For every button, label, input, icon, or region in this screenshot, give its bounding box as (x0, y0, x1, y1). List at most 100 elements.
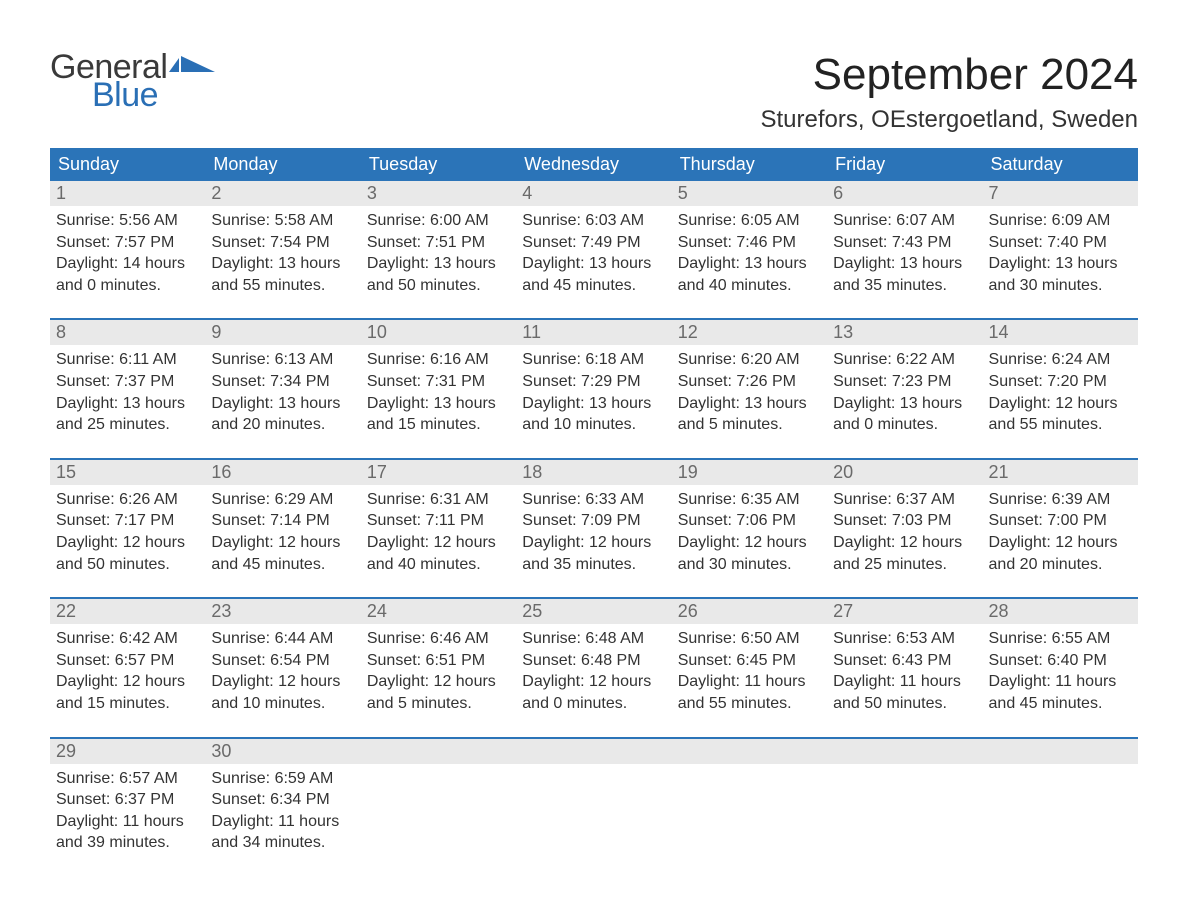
sunset-line: Sunset: 6:54 PM (211, 650, 354, 672)
sunrise-line: Sunrise: 6:00 AM (367, 210, 510, 232)
header: General Blue September 2024 Sturefors, O… (50, 50, 1138, 134)
day-body: Sunrise: 6:39 AMSunset: 7:00 PMDaylight:… (983, 485, 1138, 583)
sunset-line: Sunset: 7:26 PM (678, 371, 821, 393)
daylight-line-1: Daylight: 13 hours (211, 253, 354, 275)
day-number: 15 (50, 460, 205, 485)
sunrise-line: Sunrise: 5:56 AM (56, 210, 199, 232)
day-body (361, 764, 516, 844)
calendar-day: 8Sunrise: 6:11 AMSunset: 7:37 PMDaylight… (50, 320, 205, 443)
day-number: 25 (516, 599, 671, 624)
daylight-line-2: and 50 minutes. (367, 275, 510, 297)
day-number: 10 (361, 320, 516, 345)
daylight-line-2: and 25 minutes. (56, 414, 199, 436)
day-number: 5 (672, 181, 827, 206)
daylight-line-1: Daylight: 12 hours (989, 532, 1132, 554)
daylight-line-1: Daylight: 12 hours (989, 393, 1132, 415)
sunset-line: Sunset: 7:34 PM (211, 371, 354, 393)
day-body: Sunrise: 6:03 AMSunset: 7:49 PMDaylight:… (516, 206, 671, 304)
day-body: Sunrise: 6:18 AMSunset: 7:29 PMDaylight:… (516, 345, 671, 443)
day-body: Sunrise: 6:50 AMSunset: 6:45 PMDaylight:… (672, 624, 827, 722)
flag-icon (169, 54, 215, 78)
sunrise-line: Sunrise: 6:44 AM (211, 628, 354, 650)
day-body (983, 764, 1138, 844)
day-number: 17 (361, 460, 516, 485)
calendar-day: 22Sunrise: 6:42 AMSunset: 6:57 PMDayligh… (50, 599, 205, 722)
day-body: Sunrise: 6:05 AMSunset: 7:46 PMDaylight:… (672, 206, 827, 304)
sunrise-line: Sunrise: 6:29 AM (211, 489, 354, 511)
calendar-day: 21Sunrise: 6:39 AMSunset: 7:00 PMDayligh… (983, 460, 1138, 583)
calendar-week: 8Sunrise: 6:11 AMSunset: 7:37 PMDaylight… (50, 318, 1138, 443)
brand-word-2: Blue (92, 78, 215, 112)
sunset-line: Sunset: 6:40 PM (989, 650, 1132, 672)
sunrise-line: Sunrise: 5:58 AM (211, 210, 354, 232)
sunset-line: Sunset: 7:49 PM (522, 232, 665, 254)
sunrise-line: Sunrise: 6:09 AM (989, 210, 1132, 232)
calendar-day: 26Sunrise: 6:50 AMSunset: 6:45 PMDayligh… (672, 599, 827, 722)
day-body: Sunrise: 6:07 AMSunset: 7:43 PMDaylight:… (827, 206, 982, 304)
day-number: 7 (983, 181, 1138, 206)
daylight-line-1: Daylight: 13 hours (989, 253, 1132, 275)
sunrise-line: Sunrise: 6:31 AM (367, 489, 510, 511)
daylight-line-2: and 55 minutes. (678, 693, 821, 715)
daylight-line-1: Daylight: 13 hours (56, 393, 199, 415)
day-number: 23 (205, 599, 360, 624)
sunset-line: Sunset: 7:37 PM (56, 371, 199, 393)
sunrise-line: Sunrise: 6:50 AM (678, 628, 821, 650)
calendar-day: 4Sunrise: 6:03 AMSunset: 7:49 PMDaylight… (516, 181, 671, 304)
daylight-line-2: and 25 minutes. (833, 554, 976, 576)
daylight-line-2: and 45 minutes. (522, 275, 665, 297)
calendar-day: 3Sunrise: 6:00 AMSunset: 7:51 PMDaylight… (361, 181, 516, 304)
day-body: Sunrise: 6:22 AMSunset: 7:23 PMDaylight:… (827, 345, 982, 443)
sunset-line: Sunset: 7:29 PM (522, 371, 665, 393)
day-body: Sunrise: 6:35 AMSunset: 7:06 PMDaylight:… (672, 485, 827, 583)
day-body: Sunrise: 6:31 AMSunset: 7:11 PMDaylight:… (361, 485, 516, 583)
sunrise-line: Sunrise: 6:57 AM (56, 768, 199, 790)
sunrise-line: Sunrise: 6:48 AM (522, 628, 665, 650)
daylight-line-2: and 50 minutes. (56, 554, 199, 576)
day-body: Sunrise: 6:59 AMSunset: 6:34 PMDaylight:… (205, 764, 360, 862)
sunrise-line: Sunrise: 6:11 AM (56, 349, 199, 371)
calendar-week: 22Sunrise: 6:42 AMSunset: 6:57 PMDayligh… (50, 597, 1138, 722)
day-body: Sunrise: 6:57 AMSunset: 6:37 PMDaylight:… (50, 764, 205, 862)
day-body: Sunrise: 6:46 AMSunset: 6:51 PMDaylight:… (361, 624, 516, 722)
sunset-line: Sunset: 6:57 PM (56, 650, 199, 672)
daylight-line-2: and 45 minutes. (989, 693, 1132, 715)
calendar-day: 29Sunrise: 6:57 AMSunset: 6:37 PMDayligh… (50, 739, 205, 862)
sunset-line: Sunset: 7:09 PM (522, 510, 665, 532)
day-body: Sunrise: 6:26 AMSunset: 7:17 PMDaylight:… (50, 485, 205, 583)
daylight-line-1: Daylight: 13 hours (367, 393, 510, 415)
daylight-line-1: Daylight: 12 hours (522, 671, 665, 693)
day-number: 16 (205, 460, 360, 485)
day-number (827, 739, 982, 764)
sunset-line: Sunset: 7:46 PM (678, 232, 821, 254)
sunrise-line: Sunrise: 6:39 AM (989, 489, 1132, 511)
sunset-line: Sunset: 6:45 PM (678, 650, 821, 672)
dow-cell: Saturday (983, 148, 1138, 181)
title-block: September 2024 Sturefors, OEstergoetland… (760, 50, 1138, 134)
daylight-line-2: and 40 minutes. (678, 275, 821, 297)
daylight-line-1: Daylight: 13 hours (678, 253, 821, 275)
day-number: 26 (672, 599, 827, 624)
daylight-line-1: Daylight: 12 hours (367, 532, 510, 554)
sunset-line: Sunset: 6:43 PM (833, 650, 976, 672)
calendar-day: 9Sunrise: 6:13 AMSunset: 7:34 PMDaylight… (205, 320, 360, 443)
dow-cell: Monday (205, 148, 360, 181)
day-body: Sunrise: 6:11 AMSunset: 7:37 PMDaylight:… (50, 345, 205, 443)
dow-cell: Friday (827, 148, 982, 181)
daylight-line-1: Daylight: 11 hours (833, 671, 976, 693)
day-body: Sunrise: 5:56 AMSunset: 7:57 PMDaylight:… (50, 206, 205, 304)
day-number: 4 (516, 181, 671, 206)
sunset-line: Sunset: 7:31 PM (367, 371, 510, 393)
sunrise-line: Sunrise: 6:24 AM (989, 349, 1132, 371)
calendar-day: 15Sunrise: 6:26 AMSunset: 7:17 PMDayligh… (50, 460, 205, 583)
sunset-line: Sunset: 7:14 PM (211, 510, 354, 532)
sunrise-line: Sunrise: 6:53 AM (833, 628, 976, 650)
sunrise-line: Sunrise: 6:07 AM (833, 210, 976, 232)
daylight-line-1: Daylight: 13 hours (522, 253, 665, 275)
dow-cell: Wednesday (516, 148, 671, 181)
sunrise-line: Sunrise: 6:20 AM (678, 349, 821, 371)
calendar-week: 1Sunrise: 5:56 AMSunset: 7:57 PMDaylight… (50, 181, 1138, 304)
calendar-day: 6Sunrise: 6:07 AMSunset: 7:43 PMDaylight… (827, 181, 982, 304)
daylight-line-2: and 34 minutes. (211, 832, 354, 854)
daylight-line-1: Daylight: 12 hours (211, 532, 354, 554)
